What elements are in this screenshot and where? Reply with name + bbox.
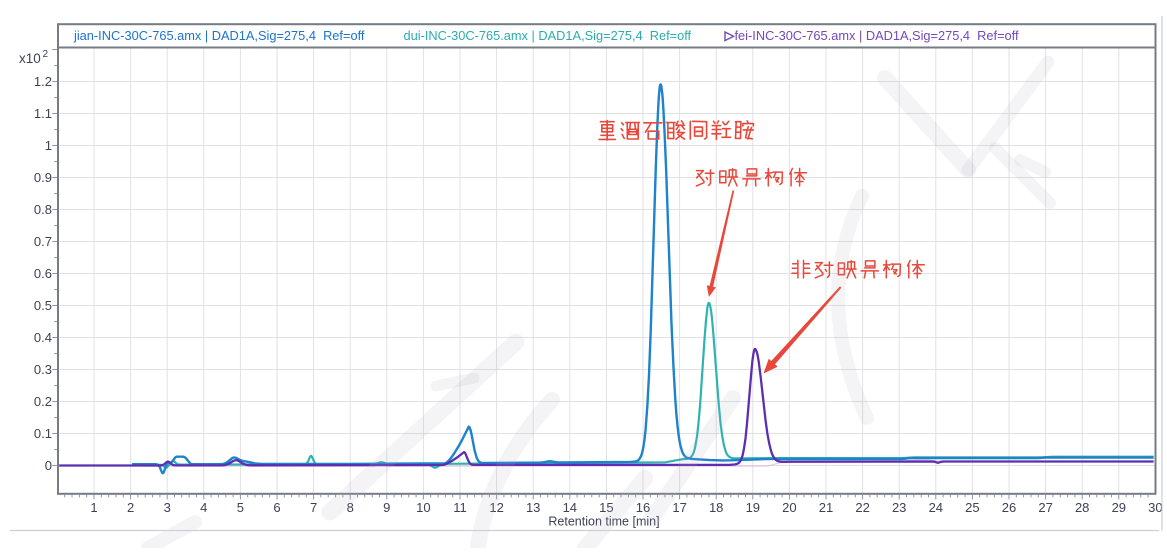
svg-text:2: 2 xyxy=(127,500,134,515)
svg-text:jian-INC-30C-765.amx | DAD1A,S: jian-INC-30C-765.amx | DAD1A,Sig=275,4 R… xyxy=(73,28,365,43)
svg-text:1: 1 xyxy=(45,138,52,153)
svg-text:0.4: 0.4 xyxy=(34,330,52,345)
svg-text:8: 8 xyxy=(347,500,354,515)
svg-text:1: 1 xyxy=(90,500,97,515)
svg-text:1.2: 1.2 xyxy=(34,74,52,89)
svg-text:Retention time [min]: Retention time [min] xyxy=(548,515,659,529)
svg-text:0.3: 0.3 xyxy=(34,362,52,377)
svg-text:fei-INC-30C-765.amx | DAD1A,Si: fei-INC-30C-765.amx | DAD1A,Sig=275,4 Re… xyxy=(735,28,1019,43)
svg-text:22: 22 xyxy=(855,500,869,515)
svg-text:13: 13 xyxy=(526,500,540,515)
svg-text:28: 28 xyxy=(1075,500,1089,515)
svg-text:dui-INC-30C-765.amx | DAD1A,Si: dui-INC-30C-765.amx | DAD1A,Sig=275,4 Re… xyxy=(404,28,692,43)
svg-text:25: 25 xyxy=(965,500,979,515)
svg-text:30: 30 xyxy=(1148,500,1162,515)
svg-text:12: 12 xyxy=(489,500,503,515)
svg-text:0: 0 xyxy=(45,458,52,473)
svg-text:5: 5 xyxy=(237,500,244,515)
svg-text:26: 26 xyxy=(1002,500,1016,515)
svg-text:0.9: 0.9 xyxy=(34,170,52,185)
svg-text:0.1: 0.1 xyxy=(34,426,52,441)
svg-text:0.7: 0.7 xyxy=(34,234,52,249)
svg-text:10: 10 xyxy=(416,500,430,515)
svg-text:x10: x10 xyxy=(19,51,41,66)
svg-text:0.5: 0.5 xyxy=(34,298,52,313)
svg-text:19: 19 xyxy=(746,500,760,515)
svg-text:21: 21 xyxy=(819,500,833,515)
svg-text:1.1: 1.1 xyxy=(34,106,52,121)
svg-text:9: 9 xyxy=(383,500,390,515)
svg-text:27: 27 xyxy=(1038,500,1052,515)
svg-text:16: 16 xyxy=(636,500,650,515)
svg-text:14: 14 xyxy=(563,500,577,515)
svg-text:6: 6 xyxy=(273,500,280,515)
svg-text:20: 20 xyxy=(782,500,796,515)
svg-text:7: 7 xyxy=(310,500,317,515)
svg-text:29: 29 xyxy=(1112,500,1126,515)
svg-text:0.6: 0.6 xyxy=(34,266,52,281)
svg-text:2: 2 xyxy=(43,49,49,60)
svg-text:15: 15 xyxy=(599,500,613,515)
svg-text:17: 17 xyxy=(672,500,686,515)
svg-text:23: 23 xyxy=(892,500,906,515)
svg-text:0.8: 0.8 xyxy=(34,202,52,217)
svg-text:18: 18 xyxy=(709,500,723,515)
svg-text:0.2: 0.2 xyxy=(34,394,52,409)
svg-text:11: 11 xyxy=(453,500,467,515)
svg-text:4: 4 xyxy=(200,500,207,515)
svg-text:3: 3 xyxy=(164,500,171,515)
svg-text:24: 24 xyxy=(929,500,943,515)
